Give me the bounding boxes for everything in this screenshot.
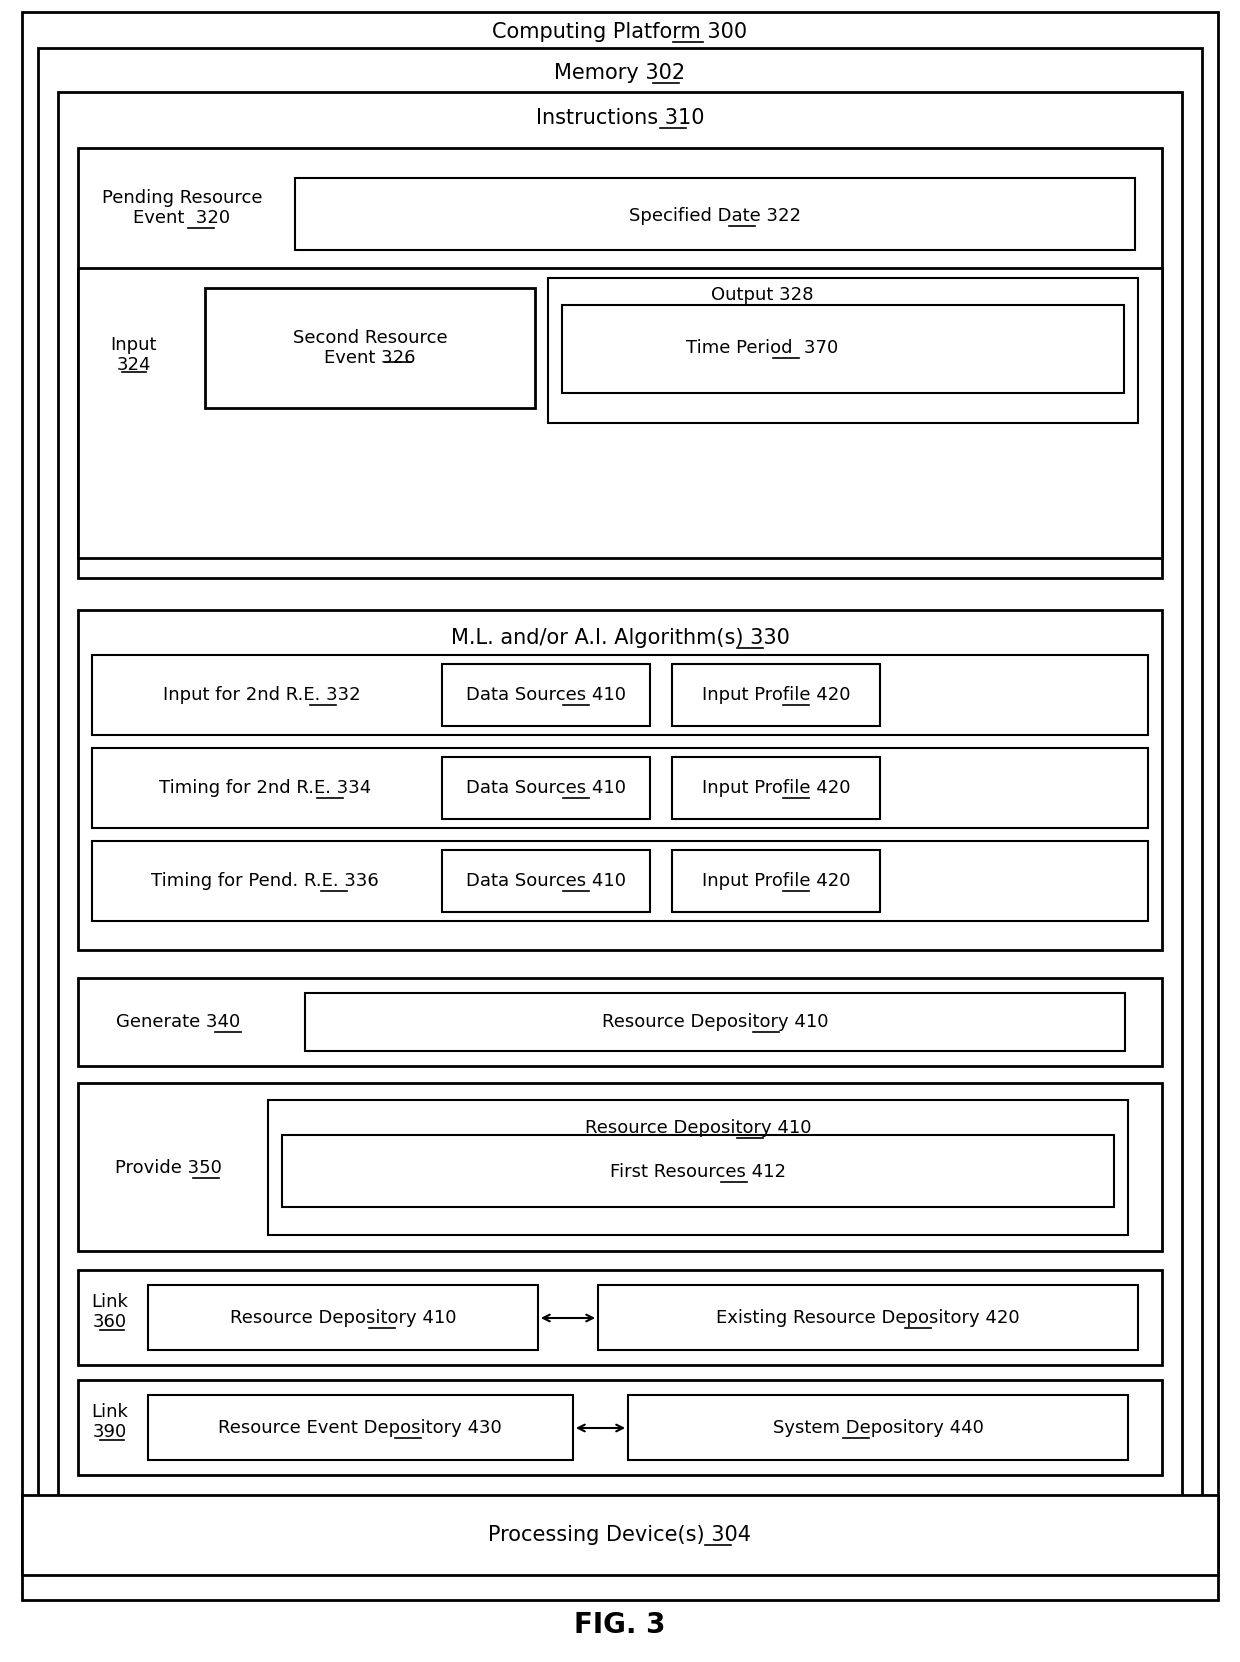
Text: Pending Resource
Event  320: Pending Resource Event 320 — [102, 188, 262, 228]
Bar — [672, 849, 880, 912]
Bar — [78, 1379, 1162, 1474]
Text: Processing Device(s) 304: Processing Device(s) 304 — [489, 1526, 751, 1546]
Bar — [78, 977, 1162, 1065]
Bar — [441, 756, 650, 819]
Bar — [78, 1270, 1162, 1365]
Bar — [598, 1285, 1138, 1350]
Text: Input
324: Input 324 — [110, 336, 157, 374]
Bar — [148, 1285, 538, 1350]
Text: Data Sources 410: Data Sources 410 — [466, 779, 626, 798]
Bar — [672, 756, 880, 819]
Text: Output 328: Output 328 — [711, 286, 813, 304]
Text: Input for 2nd R.E. 332: Input for 2nd R.E. 332 — [164, 686, 361, 705]
Text: Instructions 310: Instructions 310 — [536, 108, 704, 128]
Text: Memory 302: Memory 302 — [554, 63, 686, 83]
Text: Provide 350: Provide 350 — [114, 1158, 222, 1177]
Text: M.L. and/or A.I. Algorithm(s) 330: M.L. and/or A.I. Algorithm(s) 330 — [450, 628, 790, 648]
Text: Resource Depository 410: Resource Depository 410 — [229, 1310, 456, 1326]
Text: Link
390: Link 390 — [92, 1403, 129, 1441]
Bar — [78, 1084, 1162, 1251]
Bar — [148, 1394, 573, 1459]
Bar — [78, 268, 1162, 558]
Bar — [672, 665, 880, 726]
Text: Existing Resource Depository 420: Existing Resource Depository 420 — [717, 1310, 1019, 1326]
Text: First Resources 412: First Resources 412 — [610, 1163, 786, 1182]
Text: Generate 340: Generate 340 — [115, 1014, 241, 1030]
Bar — [92, 748, 1148, 828]
Bar — [205, 288, 534, 407]
Text: Specified Date 322: Specified Date 322 — [629, 208, 801, 224]
Text: Timing for Pend. R.E. 336: Timing for Pend. R.E. 336 — [151, 873, 379, 889]
Text: Resource Event Depository 430: Resource Event Depository 430 — [218, 1419, 502, 1438]
Text: Data Sources 410: Data Sources 410 — [466, 873, 626, 889]
Text: Resource Depository 410: Resource Depository 410 — [601, 1014, 828, 1030]
Bar — [22, 1496, 1218, 1576]
Text: Input Profile 420: Input Profile 420 — [702, 779, 851, 798]
Bar — [281, 1135, 1114, 1207]
Text: Data Sources 410: Data Sources 410 — [466, 686, 626, 705]
Text: Link
360: Link 360 — [92, 1293, 129, 1331]
Text: Computing Platform 300: Computing Platform 300 — [492, 22, 748, 42]
Bar — [58, 91, 1182, 1512]
Bar — [441, 665, 650, 726]
Bar — [295, 178, 1135, 249]
Bar — [92, 841, 1148, 921]
Text: Input Profile 420: Input Profile 420 — [702, 686, 851, 705]
Text: Resource Depository 410: Resource Depository 410 — [585, 1119, 811, 1137]
Text: FIG. 3: FIG. 3 — [574, 1610, 666, 1639]
Text: Input Profile 420: Input Profile 420 — [702, 873, 851, 889]
Bar — [441, 849, 650, 912]
Bar — [268, 1100, 1128, 1235]
Bar — [548, 278, 1138, 424]
Text: Time Period  370: Time Period 370 — [686, 339, 838, 357]
Bar — [92, 655, 1148, 735]
Bar — [627, 1394, 1128, 1459]
Bar — [78, 148, 1162, 578]
Bar — [78, 610, 1162, 951]
Bar — [305, 992, 1125, 1050]
Text: System Depository 440: System Depository 440 — [773, 1419, 983, 1438]
Text: Timing for 2nd R.E. 334: Timing for 2nd R.E. 334 — [159, 779, 371, 798]
Text: Second Resource
Event 326: Second Resource Event 326 — [293, 329, 448, 367]
Bar — [562, 306, 1123, 392]
